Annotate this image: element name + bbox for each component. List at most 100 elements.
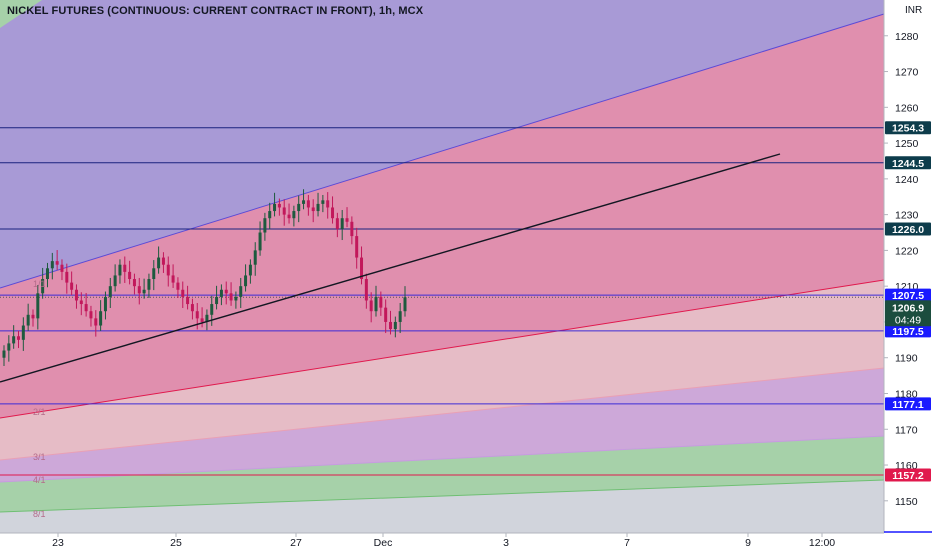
candle-body (224, 289, 228, 294)
candle-body (326, 200, 330, 208)
price-tick-label: 1170 (895, 424, 918, 436)
candle-body (99, 311, 103, 326)
candle-body (186, 296, 190, 305)
time-tick-label: Dec (374, 537, 393, 549)
candle-body (123, 264, 127, 272)
time-axis-bg[interactable] (0, 533, 932, 550)
candle-body (190, 304, 194, 312)
fan-line (0, 13, 885, 289)
candle-body (200, 318, 204, 322)
candle-body (248, 264, 252, 276)
candle-body (340, 218, 344, 229)
price-tick-label: 1280 (895, 31, 919, 43)
time-axis: 23 25 27 Dec 3 7 9 12:00 (52, 531, 932, 549)
price-tick-label: 1230 (895, 210, 919, 222)
candle-body (132, 279, 136, 287)
candle-body (306, 200, 310, 208)
last-price-tag-bg (885, 300, 931, 327)
candle-body (70, 282, 74, 290)
hline-price-label-bg (885, 222, 931, 236)
time-tick-label: 27 (290, 537, 302, 549)
candle-body (12, 336, 16, 344)
fan-line (0, 367, 885, 461)
candle-body (239, 286, 243, 297)
fan-band-top (0, 0, 884, 288)
candle-body (331, 207, 335, 219)
candle-body (234, 296, 238, 301)
price-axis-bg[interactable] (884, 0, 932, 533)
candle-body (384, 307, 388, 322)
time-tick-label: 12:00 (809, 537, 835, 549)
candle-body (258, 232, 262, 251)
hline-price-label: 1157.2 (892, 470, 924, 482)
candle-body (311, 207, 315, 212)
candle-body (176, 282, 180, 290)
currency-label: INR (905, 5, 922, 16)
candle-body (166, 264, 170, 276)
candle-body (142, 289, 146, 294)
candle-body (89, 311, 93, 319)
candle-body (26, 314, 30, 326)
hline-price-label: 1207.5 (892, 290, 924, 302)
candle-body (335, 218, 339, 229)
hline-price-label: 1177.1 (892, 399, 924, 411)
fan-label: 4/1 (33, 475, 46, 485)
candle-body (137, 286, 141, 294)
candle-body (297, 203, 301, 212)
candle-body (292, 211, 296, 219)
candle-body (55, 261, 59, 265)
candle-body (103, 296, 107, 312)
candle-body (21, 325, 25, 340)
price-tick-label: 1260 (895, 102, 919, 114)
countdown-label: 04:49 (895, 314, 921, 326)
hline-price-label: 1254.3 (892, 123, 924, 135)
candle-body (273, 203, 277, 212)
candle-body (118, 264, 122, 276)
candle-body (50, 261, 54, 269)
hline-price-label-bg (885, 468, 931, 482)
candle-body (219, 289, 223, 297)
time-tick-label: 9 (745, 537, 751, 549)
candle-body (128, 271, 132, 280)
candle-body (171, 275, 175, 283)
fan-labels: 1/1 2/1 3/1 4/1 8/1 (33, 279, 46, 519)
trend-line-segment (0, 153, 781, 383)
chart-title: NICKEL FUTURES (CONTINUOUS: CURRENT CONT… (7, 5, 424, 17)
candle-body (364, 279, 368, 301)
time-tick-label: 23 (52, 537, 64, 549)
gann-fan (0, 0, 885, 533)
time-tick-label: 7 (624, 537, 630, 549)
candle-body (379, 296, 383, 308)
candle-body (113, 275, 117, 287)
candle-body (161, 257, 165, 265)
candle-body (16, 336, 20, 340)
hline-price-label: 1197.5 (892, 326, 924, 338)
last-price-label: 1206.9 (892, 302, 924, 314)
fan-label: 1/1 (33, 279, 46, 289)
candle-body (287, 214, 291, 219)
candle-body (244, 275, 248, 287)
price-tick-label: 1220 (895, 245, 919, 257)
candle-body (321, 200, 325, 204)
candle-body (215, 296, 219, 305)
candle-body (152, 268, 156, 280)
hline-price-label: 1226.0 (892, 224, 924, 236)
candle-body (302, 200, 306, 204)
hline-price-label-bg (885, 397, 931, 411)
price-tick-label: 1270 (895, 67, 919, 79)
trend-line[interactable] (0, 153, 781, 383)
candle-body (229, 293, 233, 301)
candle-body (268, 211, 272, 219)
fan-label: 8/1 (33, 509, 46, 519)
candle-body (41, 279, 45, 294)
candlesticks (2, 189, 407, 366)
hline-price-label-bg (885, 156, 931, 170)
hline-price-label-bg (885, 121, 931, 135)
fan-line (0, 479, 885, 513)
price-tick-label: 1250 (895, 138, 919, 150)
candle-body (316, 203, 320, 212)
candle-body (355, 236, 359, 258)
candle-body (36, 293, 40, 319)
candle-body (360, 257, 364, 280)
